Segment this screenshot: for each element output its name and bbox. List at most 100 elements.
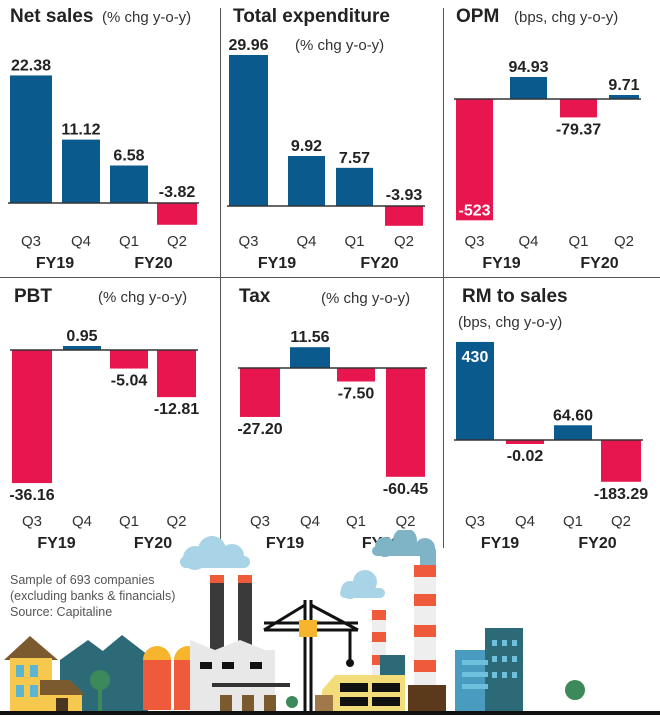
warehouse-icon bbox=[322, 675, 405, 712]
chart-unit: (% chg y-o-y) bbox=[102, 9, 192, 26]
fiscal-year-label: FY20 bbox=[134, 255, 172, 272]
bar-q4 bbox=[288, 156, 325, 206]
x-tick-label: Q4 bbox=[515, 513, 535, 530]
data-label: -3.82 bbox=[159, 184, 196, 201]
footnote-source: Source: Capitaline bbox=[10, 605, 113, 619]
chart-title: PBT bbox=[14, 286, 52, 307]
data-label: 11.12 bbox=[61, 122, 100, 139]
footnote-sample: Sample of 693 companies bbox=[10, 573, 155, 587]
bar-chart: -523 Q3 94.93 Q4 -79.37 Q1 9.71 Q2 FY19 FY20 bbox=[454, 59, 641, 272]
tree-icon bbox=[90, 670, 110, 690]
bar-chart: 22.38 Q3 11.12 Q4 6.58 Q1 -3.82 Q2 FY19 FY20 bbox=[8, 57, 199, 272]
chart-panel: RM to sales (bps, chg y-o-y) 430 Q3 -0.02 Q4 6… bbox=[444, 280, 660, 555]
x-tick-label: Q1 bbox=[119, 233, 139, 250]
x-tick-label: Q2 bbox=[395, 513, 415, 530]
data-label: -0.02 bbox=[507, 448, 544, 465]
bar-q1 bbox=[110, 350, 148, 369]
chart-title: Net sales bbox=[10, 6, 94, 27]
x-tick-label: Q4 bbox=[72, 513, 92, 530]
bar-q2 bbox=[157, 350, 196, 398]
bar-q3 bbox=[10, 75, 52, 203]
cloud-icon bbox=[340, 570, 385, 599]
cloud-icon bbox=[372, 530, 436, 570]
x-tick-label: Q2 bbox=[166, 513, 186, 530]
data-label: 7.57 bbox=[339, 150, 370, 167]
bar-chart: 430 Q3 -0.02 Q4 64.60 Q1 -183.29 Q2 FY19 FY20 bbox=[454, 341, 648, 552]
chart-unit: (bps, chg y-o-y) bbox=[514, 9, 619, 26]
x-tick-label: Q1 bbox=[346, 513, 366, 530]
bar-chart: -36.16 Q3 0.95 Q4 -5.04 Q1 -12.81 Q2 FY19 FY20 bbox=[9, 328, 199, 552]
data-label: 22.38 bbox=[11, 57, 51, 74]
data-label: -5.04 bbox=[111, 373, 148, 390]
chart-title: Total expenditure bbox=[233, 6, 390, 27]
footnote-exclusion: (excluding banks & financials) bbox=[10, 589, 176, 603]
x-tick-label: Q3 bbox=[464, 233, 484, 250]
chart-panel: OPM (bps, chg y-o-y) -523 Q3 94.93 Q4 -79.37 Q1… bbox=[444, 0, 660, 275]
x-tick-label: Q3 bbox=[22, 513, 42, 530]
divider-vertical-1 bbox=[220, 8, 221, 548]
data-label: 11.56 bbox=[290, 329, 329, 346]
bar-q3 bbox=[456, 341, 494, 440]
x-tick-label: Q2 bbox=[394, 233, 414, 250]
data-label: -36.16 bbox=[9, 487, 54, 504]
industrial-city-illustration bbox=[0, 530, 660, 715]
fiscal-year-label: FY20 bbox=[134, 535, 172, 552]
fiscal-year-label: FY20 bbox=[578, 535, 616, 552]
house-icon bbox=[98, 635, 148, 713]
x-tick-label: Q4 bbox=[300, 513, 320, 530]
data-label: -183.29 bbox=[594, 486, 648, 503]
x-tick-label: Q1 bbox=[563, 513, 583, 530]
bar-q4 bbox=[63, 346, 101, 350]
x-tick-label: Q2 bbox=[614, 233, 634, 250]
x-tick-label: Q1 bbox=[568, 233, 588, 250]
tree-icon bbox=[565, 680, 585, 700]
chart-unit: (% chg y-o-y) bbox=[98, 289, 188, 306]
divider-vertical-2 bbox=[443, 8, 444, 548]
silo-icon bbox=[143, 646, 171, 710]
x-tick-label: Q2 bbox=[167, 233, 187, 250]
chart-panel: PBT (% chg y-o-y) -36.16 Q3 0.95 Q4 -5.04 Q1 -12… bbox=[0, 280, 220, 555]
fiscal-year-label: FY20 bbox=[580, 255, 618, 272]
data-label: -523 bbox=[458, 202, 490, 219]
striped-chimney-icon bbox=[414, 565, 436, 695]
bar-q2 bbox=[385, 206, 423, 226]
bar-q2 bbox=[386, 368, 425, 477]
bar-q3 bbox=[240, 368, 280, 417]
data-label: -3.93 bbox=[386, 187, 423, 204]
chart-unit: (% chg y-o-y) bbox=[295, 37, 385, 54]
bar-q1 bbox=[554, 425, 592, 440]
bar-q1 bbox=[337, 368, 375, 382]
fiscal-year-label: FY19 bbox=[266, 535, 304, 552]
data-label: -79.37 bbox=[556, 121, 601, 138]
chart-panel: Tax (% chg y-o-y) -27.20 Q3 11.56 Q4 -7.50 Q1 -6… bbox=[221, 280, 441, 555]
x-tick-label: Q4 bbox=[518, 233, 538, 250]
data-label: 9.92 bbox=[291, 138, 322, 155]
data-label: 0.95 bbox=[66, 328, 97, 345]
data-label: 6.58 bbox=[113, 147, 144, 164]
bar-q3 bbox=[229, 55, 268, 206]
x-tick-label: Q1 bbox=[344, 233, 364, 250]
data-label: 29.96 bbox=[228, 37, 268, 54]
bar-q1 bbox=[336, 167, 373, 206]
ground-line bbox=[0, 711, 660, 715]
chart-title: Tax bbox=[239, 286, 271, 307]
x-tick-label: Q3 bbox=[238, 233, 258, 250]
chart-panel: Net sales (% chg y-o-y) 22.38 Q3 11.12 Q4 6.58… bbox=[0, 0, 220, 275]
chart-unit: (bps, chg y-o-y) bbox=[458, 314, 563, 331]
fiscal-year-label: FY20 bbox=[360, 255, 398, 272]
bar-q3 bbox=[12, 350, 52, 484]
data-label: -12.81 bbox=[154, 401, 199, 418]
bar-q2 bbox=[601, 440, 641, 482]
x-tick-label: Q1 bbox=[119, 513, 139, 530]
x-tick-label: Q4 bbox=[71, 233, 91, 250]
bar-q4 bbox=[510, 76, 547, 99]
x-tick-label: Q3 bbox=[465, 513, 485, 530]
fiscal-year-label: FY19 bbox=[258, 255, 296, 272]
chimney-icon bbox=[238, 575, 252, 650]
footnote: Sample of 693 companies (excluding banks… bbox=[10, 572, 175, 620]
bar-q2 bbox=[157, 203, 197, 225]
data-label: 9.71 bbox=[608, 77, 639, 94]
bar-q4 bbox=[62, 139, 100, 203]
fiscal-year-label: FY19 bbox=[36, 255, 74, 272]
